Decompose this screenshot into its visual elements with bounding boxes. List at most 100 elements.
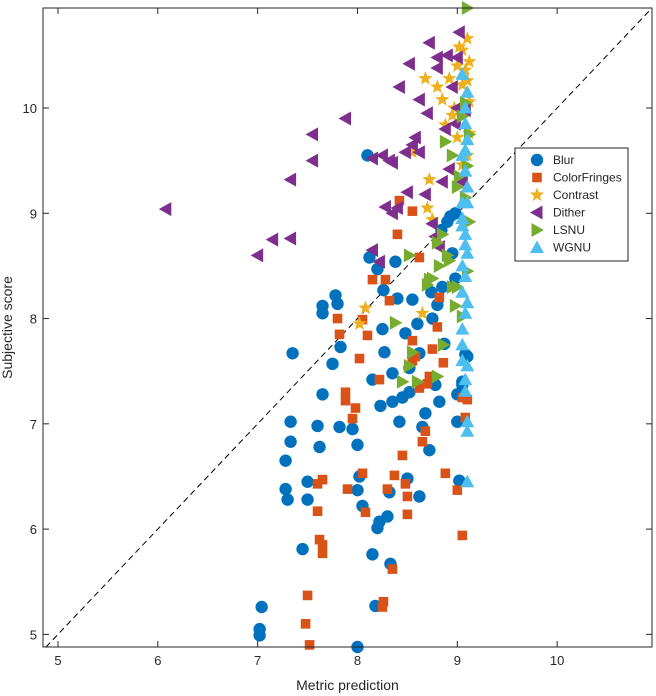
data-point <box>316 299 329 313</box>
data-point <box>374 399 387 413</box>
data-point <box>284 435 297 448</box>
data-point <box>460 132 475 146</box>
data-point <box>458 227 473 240</box>
legend: Blur ColorFringes Contrast Dither LSNU WGNU <box>514 147 629 262</box>
data-point <box>386 367 399 380</box>
data-point <box>455 77 470 91</box>
data-point <box>458 306 473 319</box>
y-tick-label: 10 <box>23 101 37 116</box>
data-point <box>455 218 470 232</box>
data-point <box>430 79 445 94</box>
x-tick-label: 9 <box>454 653 461 668</box>
data-point <box>417 436 428 447</box>
data-point <box>367 274 378 285</box>
data-point <box>255 600 268 614</box>
data-point <box>438 122 451 137</box>
data-point <box>403 386 416 399</box>
data-point <box>351 438 364 452</box>
y-axis-label: Subjective score <box>0 276 15 379</box>
data-point <box>386 395 399 408</box>
data-point <box>317 474 328 485</box>
data-point <box>426 312 439 325</box>
data-point <box>362 330 373 341</box>
data-point <box>403 358 417 373</box>
data-point <box>158 202 172 217</box>
data-point <box>390 201 403 216</box>
data-point <box>422 379 433 389</box>
data-point <box>423 443 436 457</box>
data-point <box>452 485 463 495</box>
data-point <box>460 85 475 98</box>
data-point <box>312 506 323 516</box>
data-point <box>250 248 264 263</box>
data-point <box>357 468 368 479</box>
legend-marker <box>530 153 544 167</box>
data-point <box>414 383 425 393</box>
data-point <box>450 58 465 72</box>
data-point <box>408 130 421 145</box>
data-point <box>449 207 462 220</box>
data-point <box>300 619 311 629</box>
data-point <box>437 337 451 352</box>
x-tick-label: 5 <box>54 653 61 668</box>
data-point <box>451 179 465 194</box>
data-point <box>396 374 410 389</box>
data-point <box>312 479 323 489</box>
data-point <box>425 216 438 231</box>
data-point <box>378 199 391 214</box>
data-point <box>455 285 470 298</box>
plot-frame <box>42 7 653 648</box>
data-point <box>427 344 438 354</box>
data-point <box>402 491 413 502</box>
data-point <box>439 134 453 149</box>
data-point <box>460 424 475 437</box>
data-point <box>452 25 465 40</box>
legend-marker <box>530 240 544 253</box>
data-point <box>305 153 319 168</box>
data-point <box>332 313 343 324</box>
data-point <box>334 329 345 340</box>
x-tick-label: 6 <box>154 653 161 668</box>
data-point <box>304 640 315 650</box>
data-point <box>406 293 419 306</box>
legend-marker <box>530 205 543 220</box>
data-point <box>432 322 443 332</box>
data-point <box>410 351 421 362</box>
data-point <box>346 422 359 436</box>
legend-marker <box>532 172 542 183</box>
data-point <box>426 271 440 286</box>
data-point <box>458 116 473 130</box>
data-point <box>452 39 467 54</box>
data-point <box>352 316 367 330</box>
data-point <box>420 426 431 436</box>
data-point <box>283 172 297 187</box>
data-point <box>357 314 368 325</box>
data-point <box>398 145 411 160</box>
series-colorfringes <box>300 195 473 650</box>
data-point <box>381 510 394 523</box>
data-point <box>296 542 309 556</box>
data-point <box>347 413 358 424</box>
data-point <box>418 71 433 85</box>
data-point <box>462 54 477 68</box>
data-point <box>376 322 389 336</box>
data-point <box>350 403 361 413</box>
data-point <box>435 174 448 189</box>
data-point <box>372 254 385 269</box>
data-point <box>407 206 418 216</box>
data-point <box>451 415 464 428</box>
data-point <box>438 117 453 131</box>
data-point <box>411 317 424 331</box>
data-point <box>431 369 445 384</box>
data-point <box>384 295 395 306</box>
data-point <box>311 419 324 433</box>
data-point <box>314 534 325 545</box>
data-point <box>366 548 379 561</box>
data-point <box>460 414 475 428</box>
legend-label: ColorFringes <box>553 171 622 185</box>
data-point <box>415 305 430 320</box>
data-point <box>449 298 463 313</box>
data-point <box>392 79 405 94</box>
data-point <box>371 521 384 535</box>
data-point <box>419 407 432 420</box>
